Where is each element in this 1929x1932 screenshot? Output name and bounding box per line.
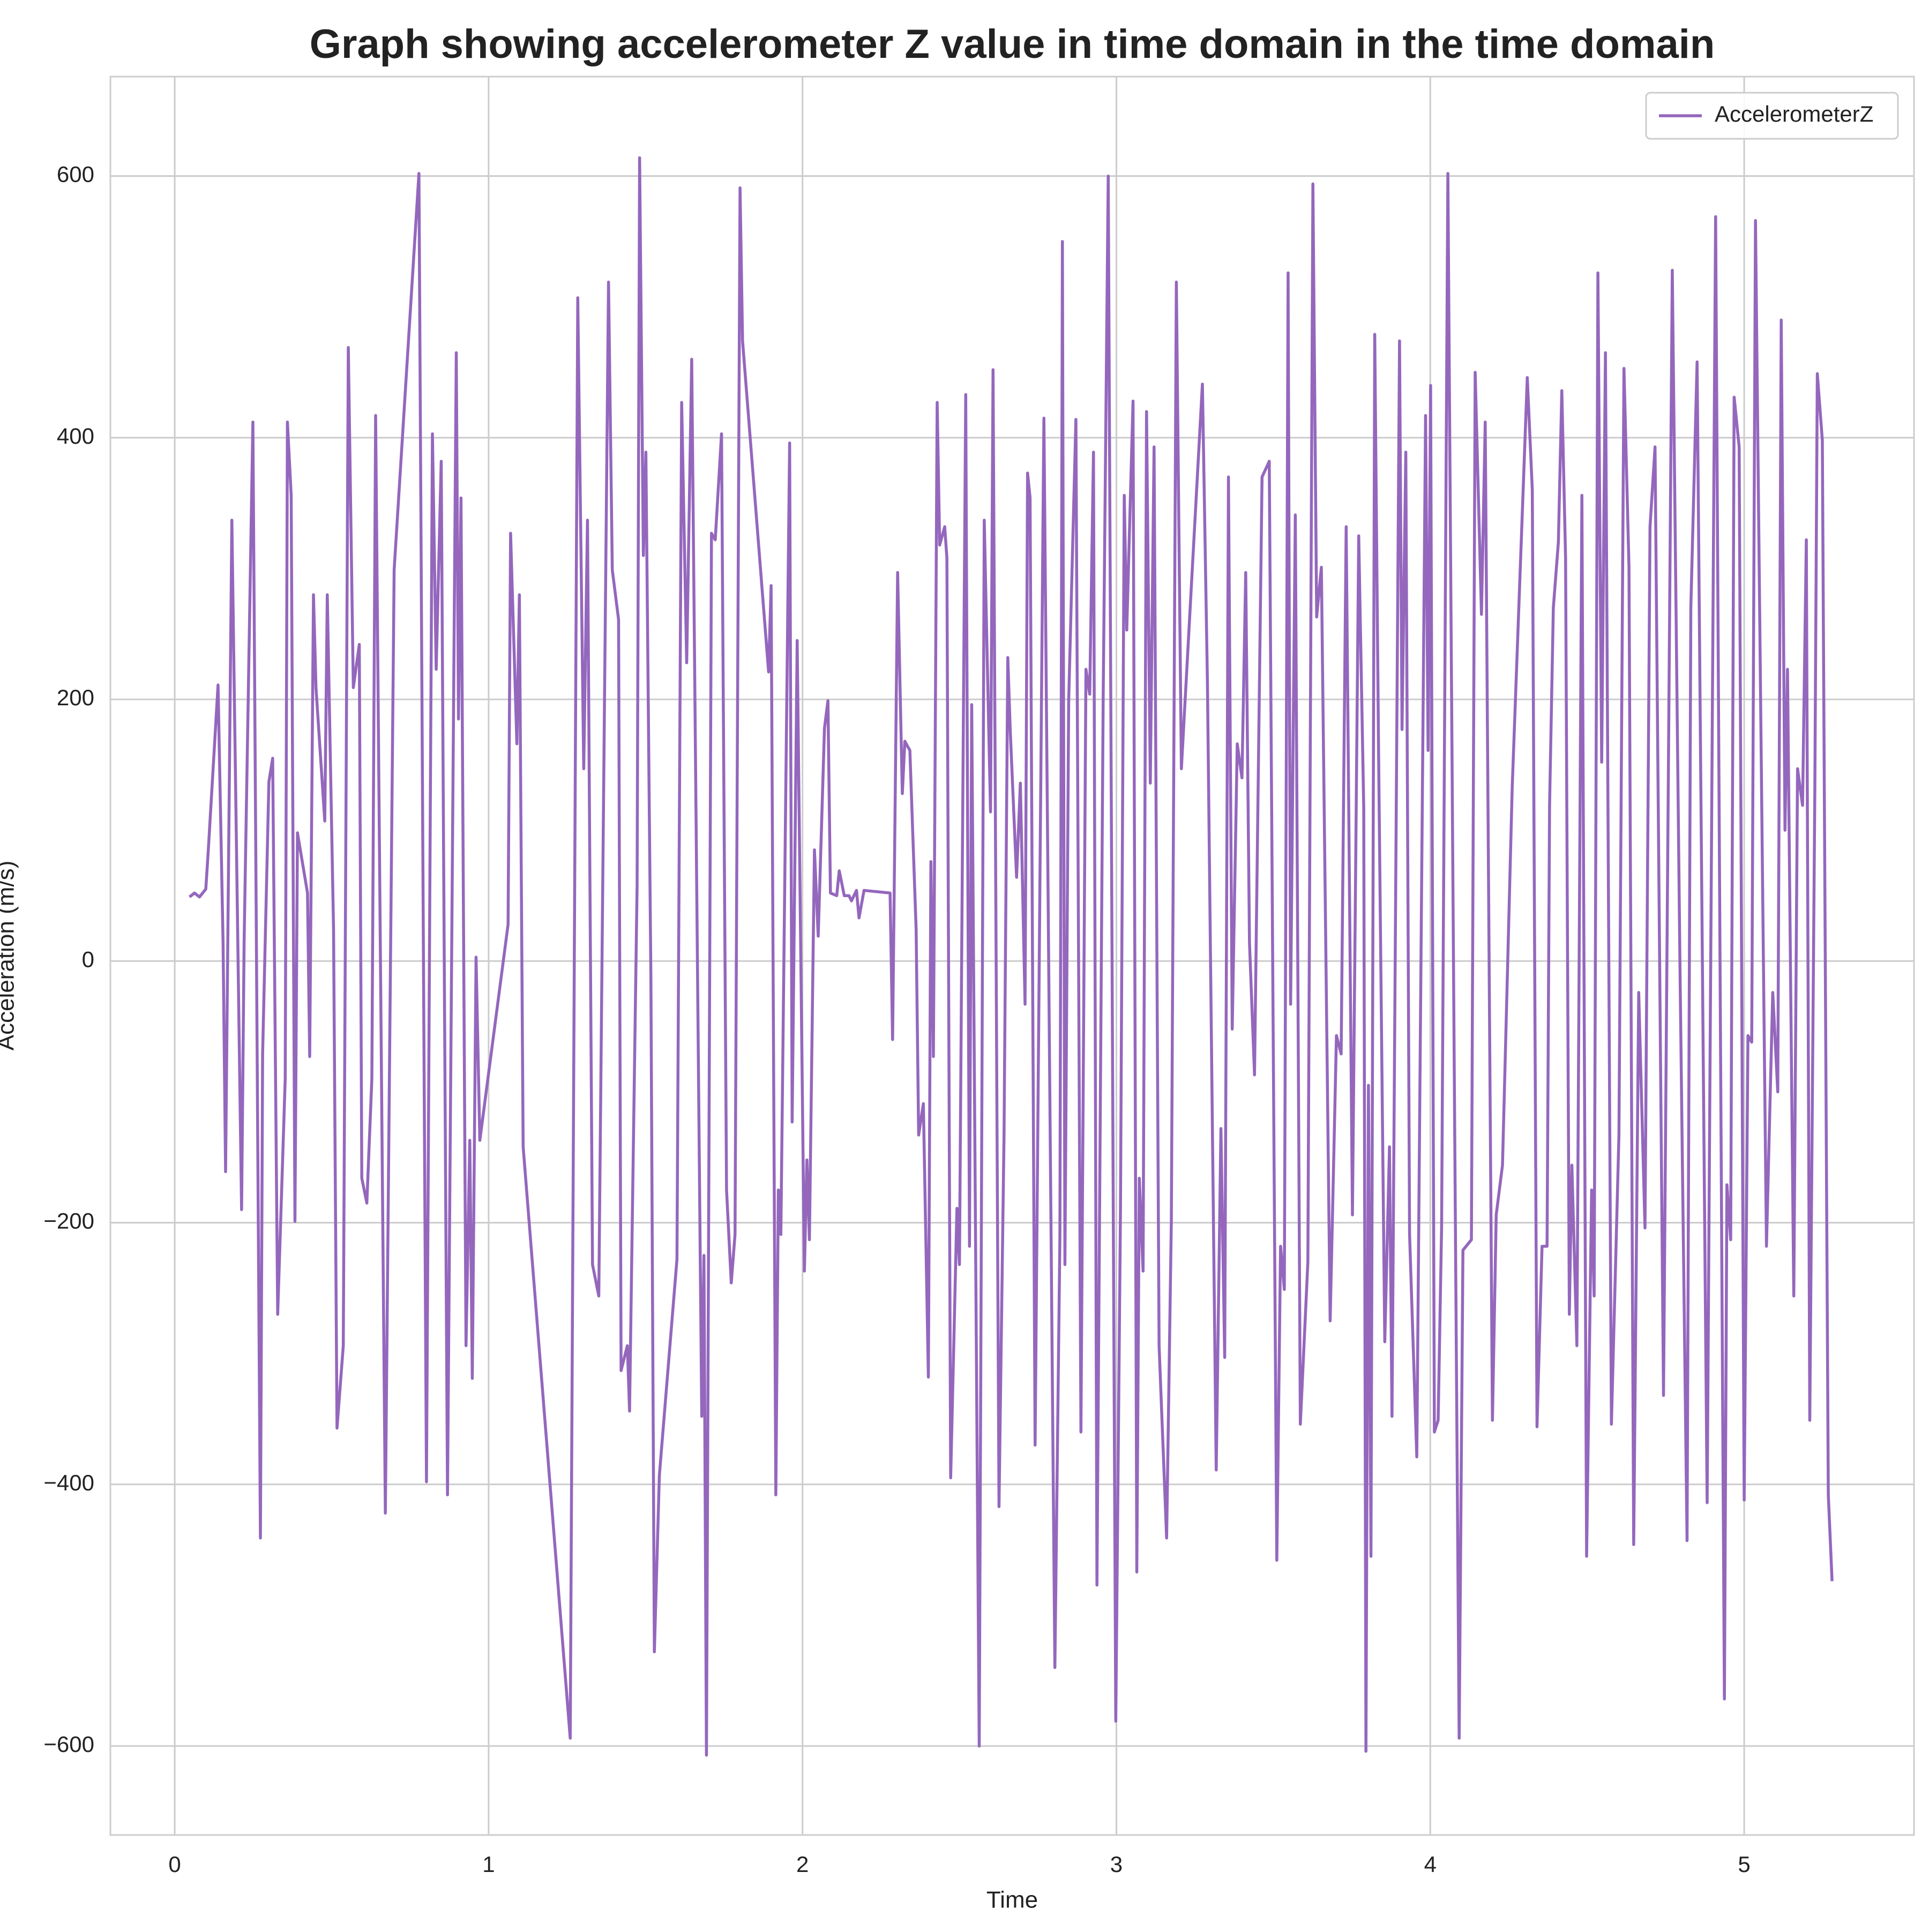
x-axis-label: Time <box>986 1887 1038 1913</box>
plot-area <box>188 156 1834 1757</box>
y-tick-label: 600 <box>57 162 94 187</box>
y-tick-label: −600 <box>43 1732 94 1757</box>
legend-box <box>1645 92 1899 140</box>
y-tick-label: 400 <box>57 423 94 449</box>
legend-label: AccelerometerZ <box>1715 101 1873 126</box>
x-tick-label: 4 <box>1424 1852 1437 1877</box>
grid <box>110 77 1914 1835</box>
y-tick-label: −200 <box>43 1209 94 1234</box>
x-tick-label: 3 <box>1110 1852 1123 1877</box>
x-tick-label: 5 <box>1738 1852 1750 1877</box>
legend: AccelerometerZ <box>1645 92 1899 140</box>
y-tick-label: 0 <box>82 946 94 972</box>
y-axis-label: Acceleration (m/s) <box>0 861 19 1051</box>
x-tick-label: 0 <box>168 1852 181 1877</box>
x-tick-label: 2 <box>796 1852 809 1877</box>
x-tick-label: 1 <box>482 1852 495 1877</box>
y-tick-label: 200 <box>57 685 94 710</box>
chart-title: Graph showing accelerometer Z value in t… <box>310 21 1715 67</box>
y-tick-label: −400 <box>43 1470 94 1495</box>
axes-frame <box>109 76 1915 1836</box>
ticks: 0 1 2 3 4 5 −600 −400 −200 0 200 400 600 <box>43 162 1750 1877</box>
data-line <box>188 156 1834 1757</box>
